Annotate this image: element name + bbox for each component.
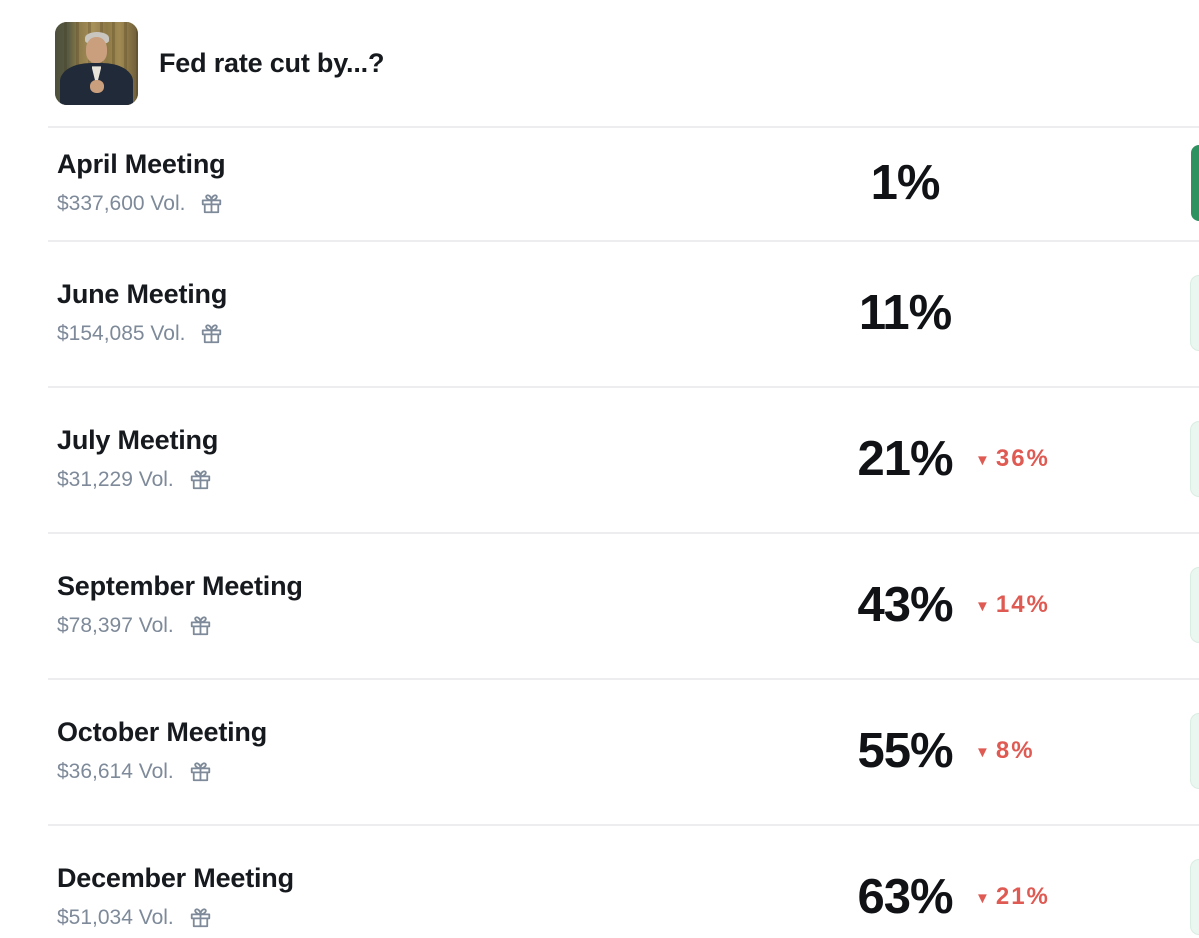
page-title: Fed rate cut by...?: [159, 47, 385, 78]
outcome-change-value: 21%: [995, 883, 1050, 910]
outcome-volume-line: $154,085 Vol.: [57, 320, 227, 347]
outcome-chance: 55%: [857, 724, 953, 778]
buy-yes-button-edge[interactable]: [1190, 859, 1199, 935]
outcome-volume: $31,229 Vol.: [57, 467, 174, 491]
outcome-change: ▼ 36%: [975, 445, 1050, 473]
buy-yes-button-edge[interactable]: [1191, 145, 1199, 221]
outcome-volume: $337,600 Vol.: [57, 191, 186, 215]
outcome-change: ▼ 21%: [975, 883, 1050, 911]
outcome-info: October Meeting $36,614 Vol.: [57, 717, 267, 785]
market-header: Fed rate cut by...?: [0, 0, 1199, 126]
outcome-info: June Meeting $154,085 Vol.: [57, 279, 227, 347]
outcome-info: September Meeting $78,397 Vol.: [57, 571, 303, 639]
outcome-chance: 11%: [858, 286, 952, 340]
market-list: April Meeting $337,600 Vol. 1% ▼: [0, 126, 1199, 938]
outcome-volume-line: $31,229 Vol.: [57, 466, 218, 493]
outcome-volume-line: $337,600 Vol.: [57, 190, 225, 217]
outcome-chance: 21%: [857, 432, 953, 486]
outcome-info: December Meeting $51,034 Vol.: [57, 863, 294, 931]
gift-icon[interactable]: [187, 612, 214, 639]
gift-icon[interactable]: [198, 190, 225, 217]
outcome-name[interactable]: April Meeting: [57, 149, 226, 179]
market-avatar: [55, 21, 138, 105]
outcome-volume: $78,397 Vol.: [57, 613, 174, 637]
down-triangle-icon: ▼: [975, 597, 990, 615]
outcome-volume: $51,034 Vol.: [57, 905, 174, 929]
gift-icon[interactable]: [187, 758, 214, 785]
outcome-volume: $36,614 Vol.: [57, 759, 174, 783]
avatar-photo-shirt: [91, 66, 102, 87]
avatar-photo-face: [85, 37, 108, 63]
outcome-name[interactable]: June Meeting: [57, 279, 228, 309]
outcome-info: April Meeting $337,600 Vol.: [57, 149, 226, 217]
outcome-change-value: 36%: [995, 445, 1050, 472]
outcome-info: July Meeting $31,229 Vol.: [57, 425, 218, 493]
gift-icon[interactable]: [198, 320, 225, 347]
market-outcome-row[interactable]: September Meeting $78,397 Vol. 43% ▼ 14%: [0, 532, 1199, 678]
buy-yes-button-edge[interactable]: [1190, 275, 1199, 351]
market-outcome-row[interactable]: October Meeting $36,614 Vol. 55% ▼ 8%: [0, 678, 1199, 824]
market-outcome-row[interactable]: April Meeting $337,600 Vol. 1% ▼: [0, 126, 1199, 240]
outcome-name[interactable]: October Meeting: [57, 717, 268, 747]
gift-icon[interactable]: [187, 466, 214, 493]
outcome-chance: 43%: [857, 578, 953, 632]
outcome-volume-line: $78,397 Vol.: [57, 612, 303, 639]
outcome-volume: $154,085 Vol.: [57, 321, 186, 345]
outcome-change-value: 14%: [995, 591, 1050, 618]
outcome-name[interactable]: July Meeting: [57, 425, 219, 455]
buy-yes-button-edge[interactable]: [1190, 421, 1199, 497]
outcome-volume-line: $51,034 Vol.: [57, 904, 294, 931]
down-triangle-icon: ▼: [975, 451, 990, 469]
market-outcome-row[interactable]: June Meeting $154,085 Vol. 11% ▼: [0, 240, 1199, 386]
down-triangle-icon: ▼: [975, 889, 990, 907]
outcome-name[interactable]: September Meeting: [57, 571, 303, 601]
outcome-change-value: 8%: [995, 737, 1035, 764]
market-outcome-row[interactable]: July Meeting $31,229 Vol. 21% ▼ 36%: [0, 386, 1199, 532]
buy-yes-button-edge[interactable]: [1190, 567, 1199, 643]
outcome-name[interactable]: December Meeting: [57, 863, 294, 893]
down-triangle-icon: ▼: [975, 743, 990, 761]
outcome-chance: 63%: [857, 870, 953, 924]
avatar-photo-hand: [89, 79, 104, 93]
outcome-change: ▼ 8%: [975, 737, 1035, 765]
outcome-volume-line: $36,614 Vol.: [57, 758, 267, 785]
outcome-chance: 1%: [870, 156, 941, 210]
gift-icon[interactable]: [187, 904, 214, 931]
outcome-change: ▼ 14%: [975, 591, 1050, 619]
market-outcome-row[interactable]: December Meeting $51,034 Vol. 63% ▼ 21%: [0, 824, 1199, 938]
buy-yes-button-edge[interactable]: [1190, 713, 1199, 789]
